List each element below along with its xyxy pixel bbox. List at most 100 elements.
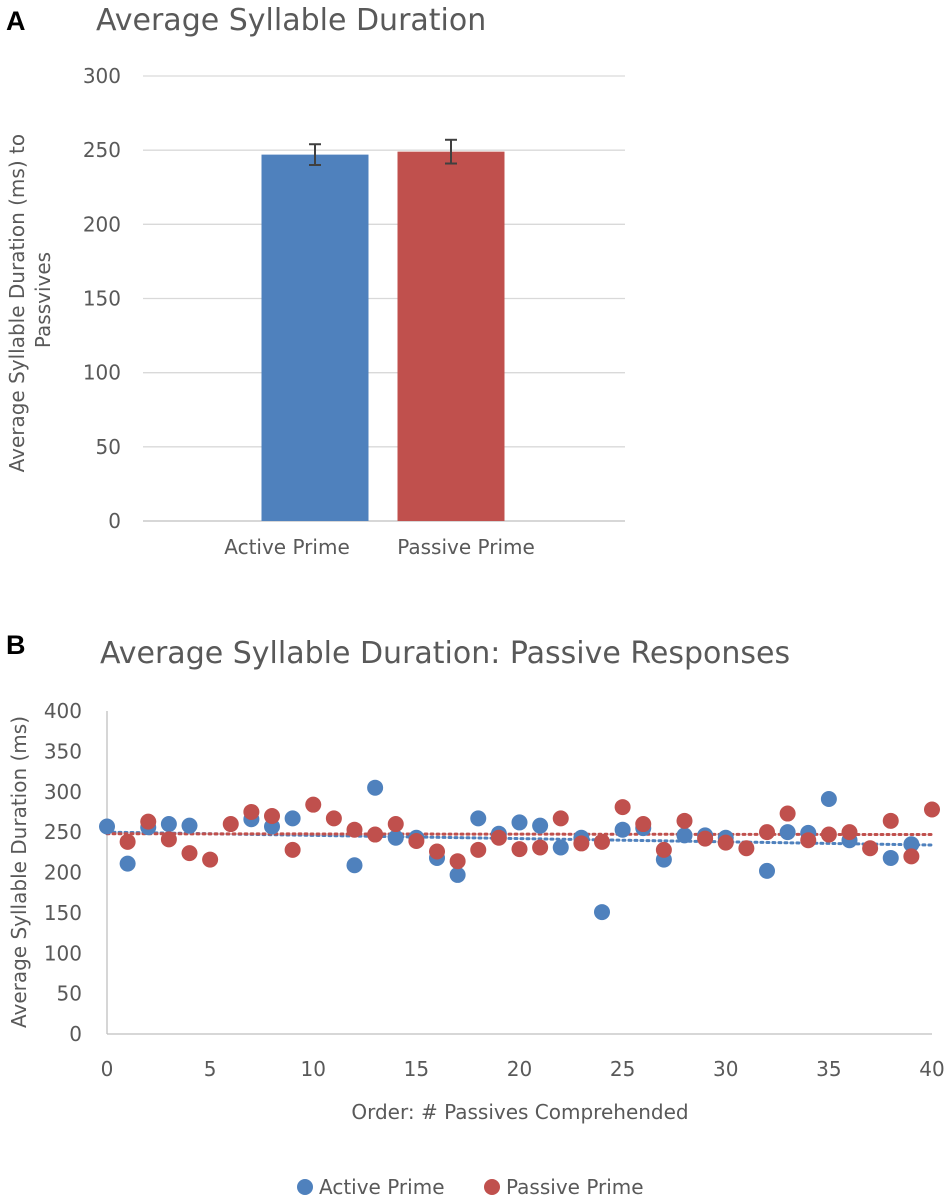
panel-a-bars bbox=[261, 151, 505, 521]
point-active-prime-38 bbox=[882, 849, 899, 866]
x-tick-label-25: 25 bbox=[610, 1057, 635, 1081]
y-tick-label-350: 350 bbox=[44, 739, 82, 763]
point-passive-prime-4 bbox=[181, 845, 198, 862]
panel-a-gridlines bbox=[143, 75, 625, 522]
point-active-prime-21 bbox=[532, 817, 549, 834]
panel-b-axes bbox=[106, 711, 932, 1035]
point-passive-prime-24 bbox=[594, 833, 610, 850]
point-passive-prime-15 bbox=[408, 833, 425, 850]
point-passive-prime-3 bbox=[160, 831, 177, 848]
point-active-prime-22 bbox=[552, 839, 569, 856]
x-tick-label-10: 10 bbox=[301, 1057, 326, 1081]
point-active-prime-35 bbox=[820, 791, 837, 808]
panel-letter-a: A bbox=[6, 6, 26, 36]
point-active-prime-24 bbox=[594, 904, 610, 921]
y-tick-label-50: 50 bbox=[96, 435, 121, 459]
y-tick-label-250: 250 bbox=[83, 138, 121, 162]
point-passive-prime-1 bbox=[119, 833, 136, 850]
series-active-prime bbox=[99, 779, 920, 921]
panel-b-title: Average Syllable Duration: Passive Respo… bbox=[100, 636, 790, 671]
point-active-prime-13 bbox=[367, 779, 384, 796]
point-passive-prime-20 bbox=[511, 841, 528, 858]
point-passive-prime-9 bbox=[284, 841, 301, 858]
legend-marker-active-prime bbox=[297, 1179, 313, 1195]
x-tick-label-active-prime: Active Prime bbox=[224, 535, 350, 559]
panel-a-y-axis-label-line1: Average Syllable Duration (ms) to bbox=[5, 134, 29, 472]
y-tick-label-50: 50 bbox=[57, 982, 82, 1006]
point-active-prime-0 bbox=[99, 818, 115, 835]
panel-a-error-bars bbox=[309, 138, 457, 166]
point-active-prime-3 bbox=[160, 816, 177, 833]
point-active-prime-14 bbox=[387, 829, 404, 846]
point-active-prime-20 bbox=[511, 814, 528, 831]
point-passive-prime-12 bbox=[346, 821, 363, 838]
point-passive-prime-36 bbox=[841, 824, 858, 841]
panel-a-bar-chart: A Average Syllable Duration 0 50 100 150 200… bbox=[5, 3, 625, 559]
panel-a-x-tick-labels: Active Prime Passive Prime bbox=[224, 535, 535, 559]
point-passive-prime-38 bbox=[882, 812, 899, 829]
point-active-prime-28 bbox=[676, 827, 693, 844]
point-passive-prime-34 bbox=[800, 832, 817, 849]
point-passive-prime-37 bbox=[862, 840, 879, 857]
point-passive-prime-11 bbox=[325, 810, 342, 827]
y-tick-label-200: 200 bbox=[44, 861, 82, 885]
point-passive-prime-10 bbox=[305, 796, 322, 813]
point-passive-prime-14 bbox=[387, 816, 404, 833]
x-tick-label-15: 15 bbox=[404, 1057, 429, 1081]
panel-b-y-tick-labels: 0 50 100 150 200 250 300 350 400 bbox=[44, 699, 82, 1046]
x-tick-label-passive-prime: Passive Prime bbox=[397, 535, 535, 559]
point-passive-prime-8 bbox=[264, 807, 280, 824]
panel-b-scatter-chart: B Average Syllable Duration: Passive Res… bbox=[6, 630, 945, 1199]
legend-label-passive-prime: Passive Prime bbox=[506, 1175, 644, 1199]
y-tick-label-100: 100 bbox=[83, 361, 121, 385]
point-passive-prime-18 bbox=[470, 841, 487, 858]
bar-active-prime bbox=[261, 154, 369, 521]
point-active-prime-39 bbox=[903, 836, 920, 853]
panel-a-y-axis-label: Average Syllable Duration (ms) to Passvi… bbox=[5, 128, 55, 473]
series-passive-prime bbox=[119, 796, 940, 870]
panel-b-points bbox=[99, 779, 940, 921]
point-passive-prime-35 bbox=[820, 826, 837, 843]
trendline-passive-prime bbox=[105, 832, 934, 837]
point-passive-prime-21 bbox=[532, 839, 549, 856]
panel-b-y-axis-label: Average Syllable Duration (ms) bbox=[7, 716, 31, 1028]
point-passive-prime-33 bbox=[779, 805, 796, 822]
point-passive-prime-5 bbox=[202, 851, 219, 868]
point-passive-prime-30 bbox=[717, 834, 734, 851]
panel-b-x-tick-labels: 0 5 10 15 20 25 30 35 40 bbox=[101, 1057, 945, 1081]
panel-a-y-tick-labels: 0 50 100 150 200 250 300 bbox=[83, 64, 121, 533]
point-passive-prime-6 bbox=[222, 816, 239, 833]
point-active-prime-1 bbox=[119, 855, 136, 872]
y-tick-label-250: 250 bbox=[44, 820, 82, 844]
point-passive-prime-28 bbox=[676, 812, 693, 829]
point-passive-prime-25 bbox=[614, 799, 631, 816]
y-tick-label-200: 200 bbox=[83, 212, 121, 236]
y-tick-label-400: 400 bbox=[44, 699, 82, 723]
x-tick-label-40: 40 bbox=[919, 1057, 944, 1081]
point-passive-prime-7 bbox=[243, 803, 260, 820]
error-bar-active-prime bbox=[309, 143, 321, 166]
y-tick-label-300: 300 bbox=[44, 780, 82, 804]
x-tick-label-5: 5 bbox=[204, 1057, 217, 1081]
point-active-prime-4 bbox=[181, 817, 198, 834]
error-bar-passive-prime bbox=[445, 138, 457, 165]
panel-b-x-axis-label: Order: # Passives Comprehended bbox=[351, 1100, 688, 1124]
point-passive-prime-32 bbox=[759, 824, 775, 841]
point-passive-prime-17 bbox=[449, 853, 466, 870]
point-active-prime-32 bbox=[759, 862, 775, 879]
point-active-prime-17 bbox=[449, 866, 466, 883]
point-passive-prime-31 bbox=[738, 840, 755, 857]
panel-letter-b: B bbox=[6, 630, 26, 660]
x-tick-label-20: 20 bbox=[507, 1057, 532, 1081]
legend-item-active-prime: Active Prime bbox=[297, 1175, 445, 1199]
y-tick-label-0: 0 bbox=[69, 1022, 82, 1046]
panel-a-y-axis-label-line2: Passvives bbox=[31, 252, 55, 348]
point-active-prime-9 bbox=[284, 810, 301, 827]
panel-b-trendlines bbox=[105, 830, 934, 847]
legend-label-active-prime: Active Prime bbox=[319, 1175, 445, 1199]
point-passive-prime-40 bbox=[924, 801, 940, 818]
x-tick-label-0: 0 bbox=[101, 1057, 114, 1081]
x-tick-label-35: 35 bbox=[816, 1057, 841, 1081]
legend-item-passive-prime: Passive Prime bbox=[484, 1175, 644, 1199]
